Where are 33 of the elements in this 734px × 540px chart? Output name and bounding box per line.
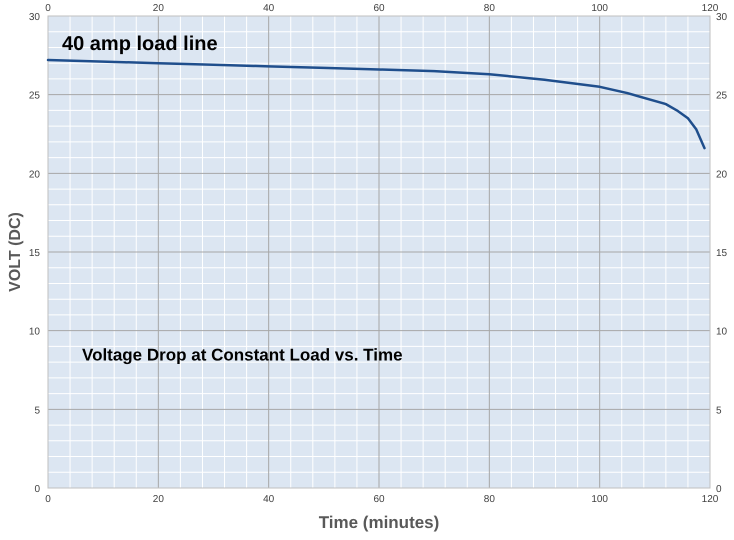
x2-tick-label: 20 <box>152 494 164 505</box>
y-tick-label: 20 <box>28 169 40 180</box>
y-tick-label: 0 <box>34 484 40 495</box>
x-axis-title: Time (minutes) <box>318 513 440 532</box>
x2-tick-label: 40 <box>263 494 275 505</box>
annotation: 40 amp load line <box>62 33 218 55</box>
y-axis-title: VOLT (DC) <box>7 212 24 292</box>
y-tick-label: 15 <box>28 248 40 259</box>
x-tick-label: 0 <box>45 3 52 14</box>
x-tick-label: 80 <box>484 3 496 14</box>
y-tick-label: 25 <box>28 90 40 102</box>
y2-tick-label: 10 <box>716 326 728 338</box>
y2-tick-label: 25 <box>716 90 728 102</box>
x2-tick-label: 60 <box>373 494 385 505</box>
y-tick-label: 30 <box>28 12 40 23</box>
x2-tick-label: 0 <box>45 494 52 505</box>
y2-tick-label: 20 <box>716 169 728 180</box>
y2-tick-label: 15 <box>716 248 728 259</box>
y-tick-label: 5 <box>34 405 40 416</box>
y-tick-label: 10 <box>28 326 40 338</box>
x2-tick-label: 80 <box>484 494 496 505</box>
line-series <box>46 58 706 150</box>
x-tick-label: 40 <box>263 3 275 14</box>
x2-tick-label: 100 <box>591 494 608 505</box>
y2-tick-label: 5 <box>716 405 722 416</box>
y2-tick-label: 0 <box>716 484 722 495</box>
x2-tick-label: 120 <box>702 494 719 505</box>
x-tick-label: 60 <box>373 3 385 14</box>
x-tick-label: 100 <box>591 3 608 14</box>
y2-tick-label: 30 <box>716 12 728 23</box>
x-tick-label: 20 <box>152 3 164 14</box>
x-tick-label: 120 <box>702 3 719 14</box>
annotation: Voltage Drop at Constant Load vs. Time <box>82 346 403 365</box>
